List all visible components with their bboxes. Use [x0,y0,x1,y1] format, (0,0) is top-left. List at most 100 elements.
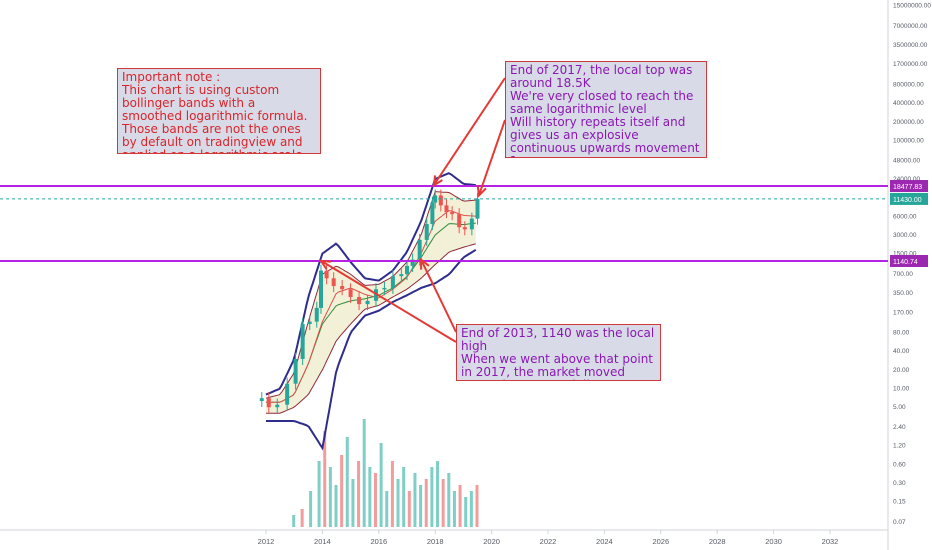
volume-bar [328,467,332,527]
y-tick-label: 24000.00 [893,176,920,183]
price-label-text: 11430.00 [893,197,922,204]
y-tick-label: 700.00 [893,271,913,278]
candle-body [300,323,305,359]
volume-bar [430,467,434,527]
annotation-2017-top: End of 2017, the local top was around 18… [505,61,707,158]
y-tick-label: 170.00 [893,309,913,316]
candle-body [318,270,323,308]
candle-body [275,404,280,408]
volume-bar [362,419,366,527]
x-tick-label: 2030 [765,537,782,546]
candle-body [424,224,429,240]
candle-body [285,383,290,405]
volume-bars [292,419,479,527]
x-tick-label: 2014 [314,537,331,546]
volume-bar [357,461,361,527]
volume-bar [407,491,411,527]
y-tick-label: 0.30 [893,480,906,487]
volume-bar [385,491,389,527]
y-tick-label: 0.07 [893,519,906,526]
bollinger-bands [265,172,477,451]
volume-bar [475,485,479,527]
y-tick-label: 6000.00 [893,213,917,220]
price-axis: 15000000.00 7000000.00 3500000.00 1700000.0… [890,3,931,526]
candle-body [307,321,312,324]
y-tick-label: 1500.00 [893,251,917,258]
volume-bar [345,437,349,527]
candle-body [365,300,370,305]
y-tick-label: 1700000.00 [893,61,928,68]
candle-body [457,214,462,228]
candle-body [438,195,443,206]
volume-bar [424,479,428,527]
x-tick-label: 2032 [822,537,839,546]
volume-bar [334,485,338,527]
candle-body [399,274,404,277]
candle-body [450,212,455,215]
y-tick-label: 80.00 [893,330,910,337]
price-label-text: 1140.74 [893,259,918,266]
annotation-arrows [319,77,506,343]
price-label-box [890,192,928,205]
annotation-arrow [320,259,457,343]
volume-bar [441,479,445,527]
inner-lower-band [266,243,476,414]
volume-bar [447,473,451,527]
volume-bar [368,467,372,527]
candle-body [293,358,298,384]
y-tick-label: 350.00 [893,290,913,297]
candle-body [417,239,422,260]
volume-bar [436,461,440,527]
x-tick-label: 2026 [652,537,669,546]
x-tick-label: 2016 [370,537,387,546]
x-tick-label: 2022 [540,537,557,546]
y-tick-label: 200000.00 [893,119,924,126]
price-label-box [890,180,928,192]
candle-body [433,195,438,203]
volume-bar [419,485,423,527]
volume-bar [396,479,400,527]
candle-body [324,270,329,279]
volume-bar [390,461,394,527]
price-label-box [890,255,928,267]
arrow-head [319,259,332,270]
volume-bar [373,473,377,527]
band-fill [266,191,476,414]
volume-bar [379,443,383,527]
annotation-arrow [432,77,506,186]
y-tick-label: 0.15 [893,499,906,506]
candle-body [475,198,480,219]
y-tick-label: 48000.00 [893,157,920,164]
moving-average-line [266,210,476,403]
candle-body [462,227,467,230]
volume-bar [309,491,313,527]
x-tick-label: 2020 [483,537,500,546]
y-tick-label: 7000000.00 [893,23,928,30]
arrow-head [476,185,487,198]
x-tick-label: 2012 [258,537,275,546]
volume-bar [452,491,456,527]
time-axis: 2012 2014 2016 2018 2020 2022 2024 2026 2028 2030… [258,530,839,546]
volume-bar [300,509,304,527]
candle-body [382,287,387,290]
volume-bar [323,431,327,527]
y-tick-label: 400000.00 [893,100,924,107]
y-tick-label: 15000000.00 [893,3,931,10]
y-tick-label: 3500000.00 [893,42,928,49]
y-tick-label: 40.00 [893,348,910,355]
candle-body [357,296,362,305]
candles [259,189,480,414]
y-tick-label: 1.20 [893,443,906,450]
x-tick-label: 2024 [596,537,613,546]
annotation-2013-high: End of 2013, 1140 was the local high Whe… [456,324,661,381]
annotation-important-note: Important note : This chart is using cus… [117,68,321,154]
y-tick-label: 100000.00 [893,138,924,145]
volume-bar [317,461,321,527]
candle-body [266,398,271,408]
candle-body [348,289,353,297]
y-tick-label: 20.00 [893,367,910,374]
candle-body [340,286,345,290]
candle-body [405,265,409,275]
y-tick-label: 10.00 [893,386,910,393]
